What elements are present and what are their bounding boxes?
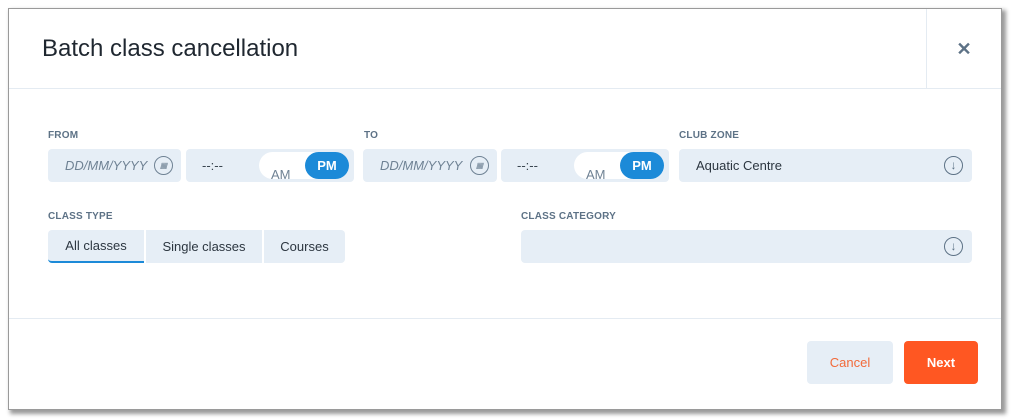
calendar-icon[interactable]: ▦ [470,156,489,175]
from-ampm-toggle[interactable]: AM PM [259,152,349,182]
chevron-down-icon: ↓ [944,156,963,175]
next-button[interactable]: Next [904,341,978,384]
cancel-button[interactable]: Cancel [807,341,893,384]
from-pm-option[interactable]: PM [305,152,349,179]
close-button[interactable]: ✕ [926,9,1001,89]
to-date-placeholder: DD/MM/YYYY [380,158,463,173]
class-type-courses[interactable]: Courses [264,230,345,263]
club-zone-label: CLUB ZONE [679,130,740,141]
club-zone-value: Aquatic Centre [696,158,782,173]
from-label: FROM [48,130,79,141]
to-time-placeholder: --:-- [517,158,538,173]
to-pm-option[interactable]: PM [620,152,664,179]
club-zone-select[interactable]: Aquatic Centre ↓ [679,149,972,182]
close-icon: ✕ [956,38,972,59]
class-type-label: CLASS TYPE [48,211,113,222]
to-time-input[interactable]: --:-- AM PM [501,149,669,182]
from-time-input[interactable]: --:-- AM PM [186,149,354,182]
class-type-single[interactable]: Single classes [146,230,262,263]
dialog-title: Batch class cancellation [42,35,299,62]
to-ampm-toggle[interactable]: AM PM [574,152,664,182]
from-am-option[interactable]: AM [271,167,291,182]
class-type-all[interactable]: All classes [48,230,144,263]
class-category-label: CLASS CATEGORY [521,211,617,222]
dialog-header: Batch class cancellation ✕ [9,9,1001,89]
calendar-icon[interactable]: ▦ [154,156,173,175]
chevron-down-icon: ↓ [944,237,963,256]
to-label: TO [364,130,379,141]
from-time-placeholder: --:-- [202,158,223,173]
to-date-input[interactable]: DD/MM/YYYY ▦ [363,149,497,182]
from-date-placeholder: DD/MM/YYYY [65,158,148,173]
dialog-footer-divider [9,318,1001,319]
batch-cancellation-dialog: Batch class cancellation ✕ FROM DD/MM/YY… [9,9,1001,409]
from-date-input[interactable]: DD/MM/YYYY ▦ [48,149,181,182]
to-am-option[interactable]: AM [586,167,606,182]
class-category-select[interactable]: ↓ [521,230,972,263]
